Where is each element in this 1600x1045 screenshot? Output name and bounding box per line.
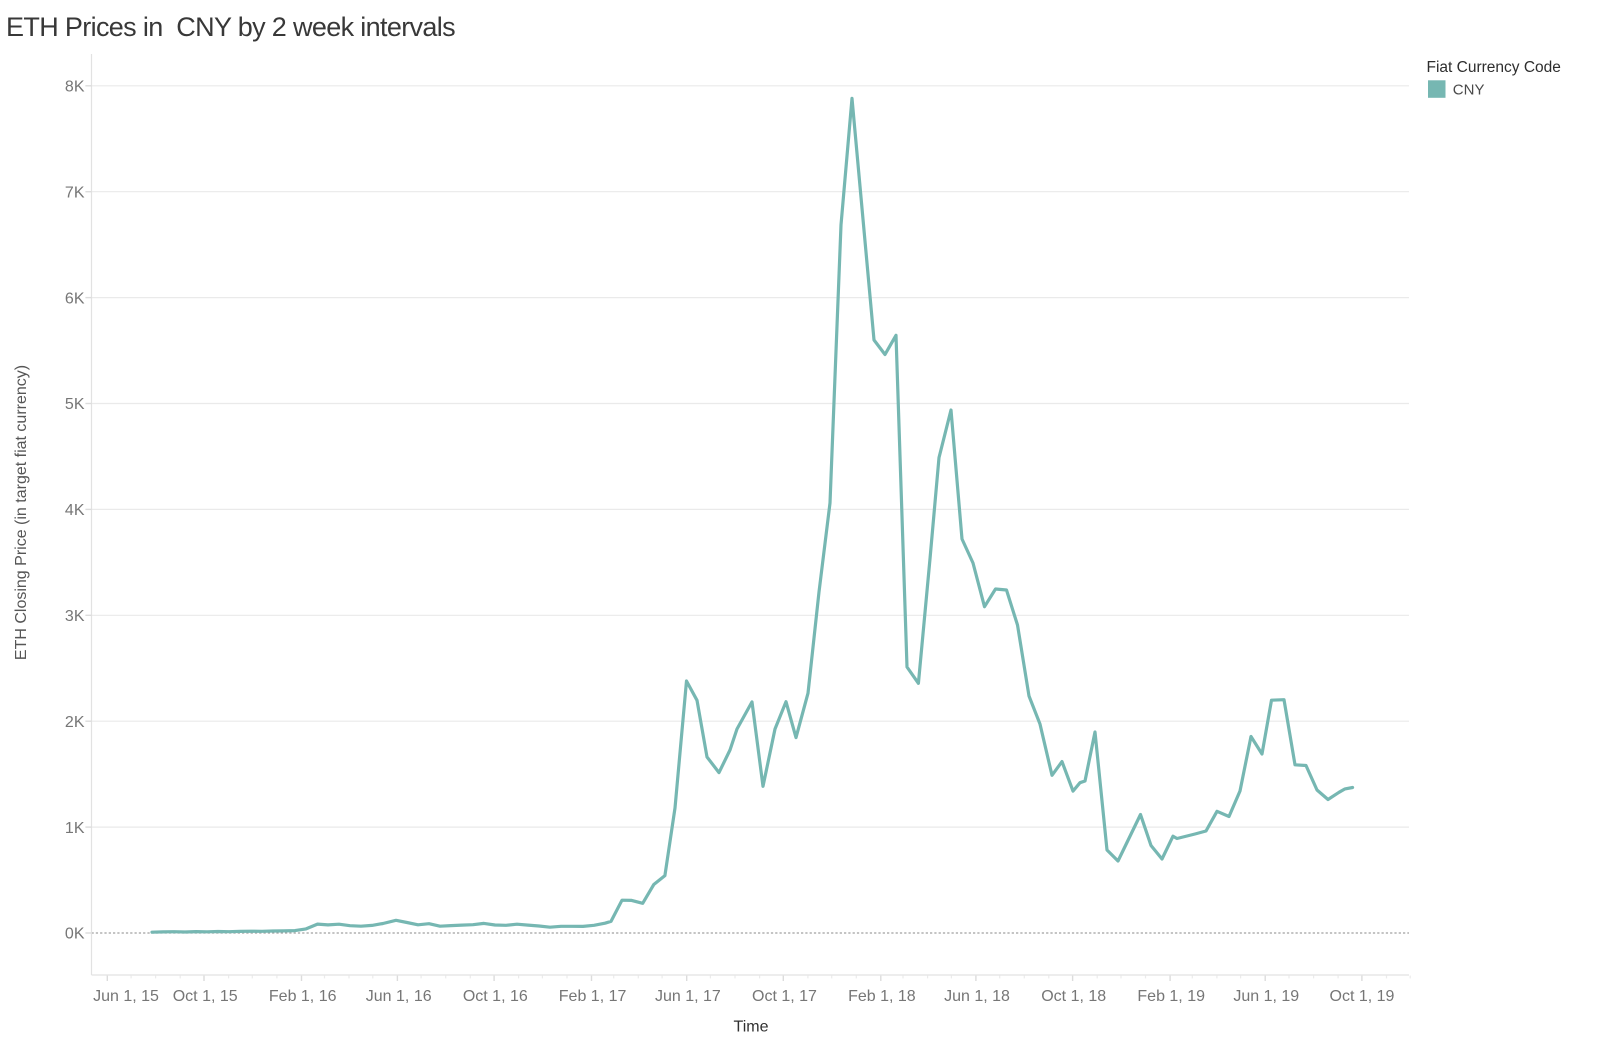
svg-text:ETH Closing Price (in target f: ETH Closing Price (in target fiat curren…: [13, 365, 30, 660]
svg-text:Oct 1, 16: Oct 1, 16: [463, 988, 528, 1005]
svg-text:Oct 1, 18: Oct 1, 18: [1041, 988, 1106, 1005]
svg-text:1K: 1K: [65, 820, 85, 837]
svg-text:CNY: CNY: [1453, 82, 1485, 99]
svg-text:0K: 0K: [65, 926, 85, 943]
svg-text:Fiat Currency Code: Fiat Currency Code: [1427, 59, 1561, 76]
svg-text:2K: 2K: [65, 714, 85, 731]
svg-text:Feb 1, 19: Feb 1, 19: [1137, 988, 1205, 1005]
svg-text:Jun 1, 16: Jun 1, 16: [366, 988, 432, 1005]
svg-text:Oct 1, 19: Oct 1, 19: [1330, 988, 1395, 1005]
svg-text:7K: 7K: [65, 184, 85, 201]
svg-text:Time: Time: [734, 1019, 769, 1036]
svg-text:Jun 1, 18: Jun 1, 18: [944, 988, 1010, 1005]
svg-text:Feb 1, 17: Feb 1, 17: [559, 988, 627, 1005]
svg-text:4K: 4K: [65, 502, 85, 519]
svg-text:Oct 1, 15: Oct 1, 15: [173, 988, 238, 1005]
svg-text:Jun 1, 19: Jun 1, 19: [1233, 988, 1299, 1005]
svg-text:Jun 1, 15: Jun 1, 15: [93, 988, 159, 1005]
svg-text:ETH Prices in CNY by 2 week i: ETH Prices in CNY by 2 week intervals: [6, 12, 455, 42]
svg-text:Jun 1, 17: Jun 1, 17: [655, 988, 721, 1005]
svg-text:3K: 3K: [65, 608, 85, 625]
svg-text:5K: 5K: [65, 396, 85, 413]
svg-text:Feb 1, 18: Feb 1, 18: [848, 988, 916, 1005]
svg-text:Oct 1, 17: Oct 1, 17: [752, 988, 817, 1005]
svg-text:6K: 6K: [65, 290, 85, 307]
svg-text:8K: 8K: [65, 79, 85, 96]
svg-text:Feb 1, 16: Feb 1, 16: [269, 988, 337, 1005]
